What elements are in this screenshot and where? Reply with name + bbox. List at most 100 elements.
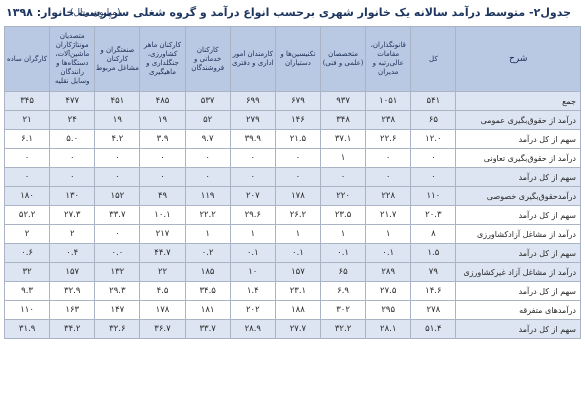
table-cell: ۲۸۹: [365, 262, 412, 282]
table-cell: ۲۰.۳: [410, 205, 457, 225]
table-cell: ۲۴: [49, 110, 96, 130]
column-header: قانونگذاران، مقامات عالی‌رتبه و مدیران: [365, 26, 412, 92]
table-cell: ۳۴.۲: [49, 319, 96, 339]
table-cell: ۰: [94, 167, 141, 187]
table-cell: ۲۹۵: [365, 300, 412, 320]
column-header: کل: [410, 26, 457, 92]
table-cell: ۱۳۲: [94, 262, 141, 282]
table-cell: ۱۵۷: [49, 262, 96, 282]
table-cell: ۴.۲: [94, 129, 141, 149]
table-cell: ۰: [49, 148, 96, 168]
row-label: درآمد از مشاغل آزادکشاورزی: [455, 224, 581, 244]
table-cell: ۱: [319, 148, 367, 168]
table-cell: ۱۹: [139, 110, 186, 130]
table-cell: ۲۱.۵: [274, 129, 322, 149]
table-cell: ۲۱: [3, 110, 51, 130]
table-cell: ۰: [365, 148, 412, 168]
table-cell: ۱۷۸: [139, 300, 186, 320]
table-cell: ۶۷۹: [274, 91, 322, 111]
table-cell: ۰: [3, 148, 51, 168]
income-table: شرح کل قانونگذاران، مقامات عالی‌رتبه و م…: [3, 26, 581, 339]
table-cell: ۲۲.۶: [365, 129, 412, 149]
table-cell: ۲۸.۹: [229, 319, 276, 339]
table-row: سهم از کل درآمد ۰ ۰ ۰ ۰ ۰ ۰ ۰ ۰ ۰ ۰: [3, 167, 581, 187]
table-cell: ۱۹: [94, 110, 141, 130]
row-label: درآمد از مشاغل آزاد غیرکشاورزی: [455, 262, 581, 282]
table-row: جمع ۵۴۱ ۱۰۵۱ ۹۳۷ ۶۷۹ ۶۹۹ ۵۳۷ ۴۸۵ ۴۵۱ ۴۷۷ ۳۴۵: [3, 91, 581, 111]
table-cell: ۳۷.۱: [319, 129, 367, 149]
table-cell: ۱۱۹: [184, 186, 231, 206]
table-cell: ۱۵۷: [274, 262, 322, 282]
table-cell: ۲۲۰: [319, 186, 367, 206]
table-cell: ۳۶.۷: [139, 319, 186, 339]
table-cell: ۲۳۸: [365, 110, 412, 130]
table-cell: ۱۸۰: [3, 186, 51, 206]
table-cell: ۲۹.۶: [229, 205, 276, 225]
table-cell: ۵۲: [184, 110, 231, 130]
table-cell: ۰: [49, 167, 96, 187]
table-cell: ۰: [274, 167, 322, 187]
table-cell: ۳۱.۹: [3, 319, 51, 339]
table-cell: ۲۰۲: [229, 300, 276, 320]
table-cell: ۵۱.۴: [410, 319, 457, 339]
table-cell: ۴۸۵: [139, 91, 186, 111]
table-cell: ۰: [139, 148, 186, 168]
table-cell: ۱: [274, 224, 322, 244]
table-title: جدول۲- متوسط درآمد سالانه یک خانوار شهری…: [6, 6, 571, 19]
table-cell: ۱.۵: [410, 243, 457, 263]
table-cell: ۰: [229, 167, 276, 187]
row-label: درآمدحقوق‌بگیری خصوصی: [455, 186, 581, 206]
column-header: کارگران ساده: [3, 26, 51, 92]
table-cell: ۲۹.۳: [94, 281, 141, 301]
table-cell: ۲۰۷: [229, 186, 276, 206]
table-cell: ۰.۰: [94, 243, 141, 263]
row-label: سهم از کل درآمد: [455, 281, 581, 301]
unit-label: (میلیون ریال): [70, 8, 121, 18]
table-cell: ۶.۹: [319, 281, 367, 301]
table-cell: ۱۷۸: [274, 186, 322, 206]
table-cell: ۲۶.۲: [274, 205, 322, 225]
table-cell: ۳۴۵: [3, 91, 51, 111]
table-cell: ۰.۱: [229, 243, 276, 263]
table-cell: ۰.۱: [274, 243, 322, 263]
table-cell: ۲: [49, 224, 96, 244]
table-cell: ۱: [319, 224, 367, 244]
table-cell: ۴۵۱: [94, 91, 141, 111]
table-cell: ۰: [94, 224, 141, 244]
column-header: صنعتگران و کارکنان مشاغل مربوط: [94, 26, 141, 92]
title-bar: جدول۲- متوسط درآمد سالانه یک خانوار شهری…: [0, 0, 585, 26]
table-cell: ۳.۹: [139, 129, 186, 149]
table-row: درآمدحقوق‌بگیری خصوصی ۱۱۰ ۲۲۸ ۲۲۰ ۱۷۸ ۲۰۷ ۱۱۹ ۴…: [3, 186, 581, 206]
table-cell: ۱: [229, 224, 276, 244]
table-cell: ۰: [410, 148, 457, 168]
table-row: سهم از کل درآمد ۵۱.۴ ۲۸.۱ ۳۲.۲ ۲۷.۷ ۲۸.۹ ۳۳.۷ ۳…: [3, 319, 581, 339]
column-header: کارمندان امور اداری و دفتری: [229, 26, 276, 92]
table-cell: ۱: [184, 224, 231, 244]
table-cell: ۶۹۹: [229, 91, 276, 111]
table-cell: ۲۷۹: [229, 110, 276, 130]
table-cell: ۰: [365, 167, 412, 187]
table-cell: ۰: [184, 148, 231, 168]
table-cell: ۳۳.۷: [94, 205, 141, 225]
table-cell: ۵۳۷: [184, 91, 231, 111]
table-cell: ۳۴.۵: [184, 281, 231, 301]
table-row: درآمدهای متفرقه ۲۷۸ ۲۹۵ ۳۰۲ ۱۸۸ ۲۰۲ ۱۸۱ ۱۷۸ ۱۴۷ ۱…: [3, 300, 581, 320]
table-row: سهم از کل درآمد ۱۲.۰ ۲۲.۶ ۳۷.۱ ۲۱.۵ ۳۹.۹ ۹.۷ ۳.…: [3, 129, 581, 149]
table-cell: ۰: [184, 167, 231, 187]
table-cell: ۲۲: [139, 262, 186, 282]
column-header: کارکنان خدماتی و فروشندگان: [184, 26, 231, 92]
table-cell: ۲۲.۲: [184, 205, 231, 225]
column-header: متصدیان مونتاژکاران ماشین‌آلات، دستگاه‌ه…: [49, 26, 96, 92]
table-cell: ۱۳۰: [49, 186, 96, 206]
table-cell: ۱۸۵: [184, 262, 231, 282]
table-cell: ۰.۶: [3, 243, 51, 263]
table-cell: ۰: [274, 148, 322, 168]
table-cell: ۲۳.۵: [319, 205, 367, 225]
table-cell: ۳۰۲: [319, 300, 367, 320]
table-cell: ۱۶۳: [49, 300, 96, 320]
table-row: درآمد از مشاغل آزاد غیرکشاورزی ۷۹ ۲۸۹ ۶۵ ۱۵۷…: [3, 262, 581, 282]
table-cell: ۰.۴: [49, 243, 96, 263]
table-cell: ۳۲.۲: [319, 319, 367, 339]
table-row: سهم از کل درآمد ۲۰.۳ ۲۱.۷ ۲۳.۵ ۲۶.۲ ۲۹.۶ ۲۲.۲ ۱…: [3, 205, 581, 225]
